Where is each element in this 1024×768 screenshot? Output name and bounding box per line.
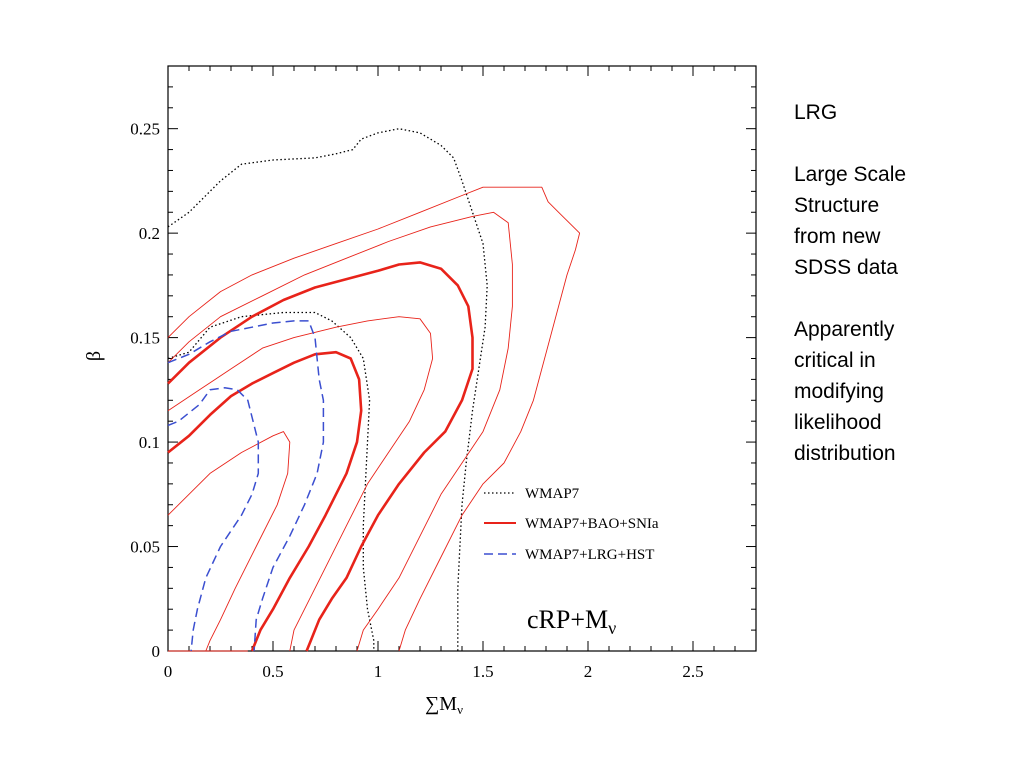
contour-lines (167, 128, 581, 652)
contour-bao-snia-0 (167, 261, 474, 652)
contour-chart: 0 0.5 1 1.5 2 2.5 0 0.05 0.1 0.15 0.2 0.25 ∑Mν β WM… (83, 65, 757, 717)
x-tick-label: 2 (584, 662, 593, 681)
legend: WMAP7 WMAP7+BAO+SNIa WMAP7+LRG+HST (484, 486, 659, 563)
y-tick-label: 0.05 (130, 538, 160, 557)
contour-lrg-hst-1 (167, 387, 260, 652)
contour-wmap7-0 (167, 128, 488, 651)
side-notes: LRG Large Scale Structure from new SDSS … (794, 97, 1014, 500)
x-tick-label: 1.5 (472, 662, 493, 681)
legend-label-wmap7: WMAP7 (525, 486, 580, 502)
side-description: Large Scale Structure from new SDSS data (794, 163, 907, 279)
model-annotation: cRP+Mν (527, 605, 616, 638)
contour-bao-snia-5 (167, 431, 291, 652)
x-tick-label: 1 (374, 662, 383, 681)
axis-ticks: 0 0.5 1 1.5 2 2.5 0 0.05 0.1 0.15 0.2 0.25 (130, 66, 756, 681)
y-tick-label: 0.25 (130, 120, 160, 139)
contour-bao-snia-1 (167, 350, 363, 652)
plot-frame (167, 65, 757, 652)
y-tick-label: 0.1 (139, 433, 160, 452)
y-tick-label: 0.15 (130, 329, 160, 348)
side-heading: LRG (794, 101, 838, 124)
legend-label-wmap7-lrg-hst: WMAP7+LRG+HST (525, 547, 654, 563)
side-comment: Apparently critical in modifying likelih… (794, 318, 896, 465)
contour-wmap7-1 (167, 311, 375, 651)
y-axis-label: β (83, 351, 105, 361)
contour-lrg-hst-0 (167, 320, 325, 652)
x-tick-label: 0 (164, 662, 173, 681)
x-tick-label: 0.5 (262, 662, 283, 681)
y-tick-label: 0 (152, 642, 161, 661)
contour-bao-snia-4 (167, 316, 434, 652)
contour-bao-snia-3 (167, 211, 513, 652)
x-tick-label: 2.5 (682, 662, 703, 681)
y-tick-label: 0.2 (139, 224, 160, 243)
x-axis-label: ∑Mν (425, 693, 463, 717)
legend-label-wmap7-bao-snia: WMAP7+BAO+SNIa (525, 516, 659, 532)
contour-bao-snia-2 (167, 186, 581, 652)
